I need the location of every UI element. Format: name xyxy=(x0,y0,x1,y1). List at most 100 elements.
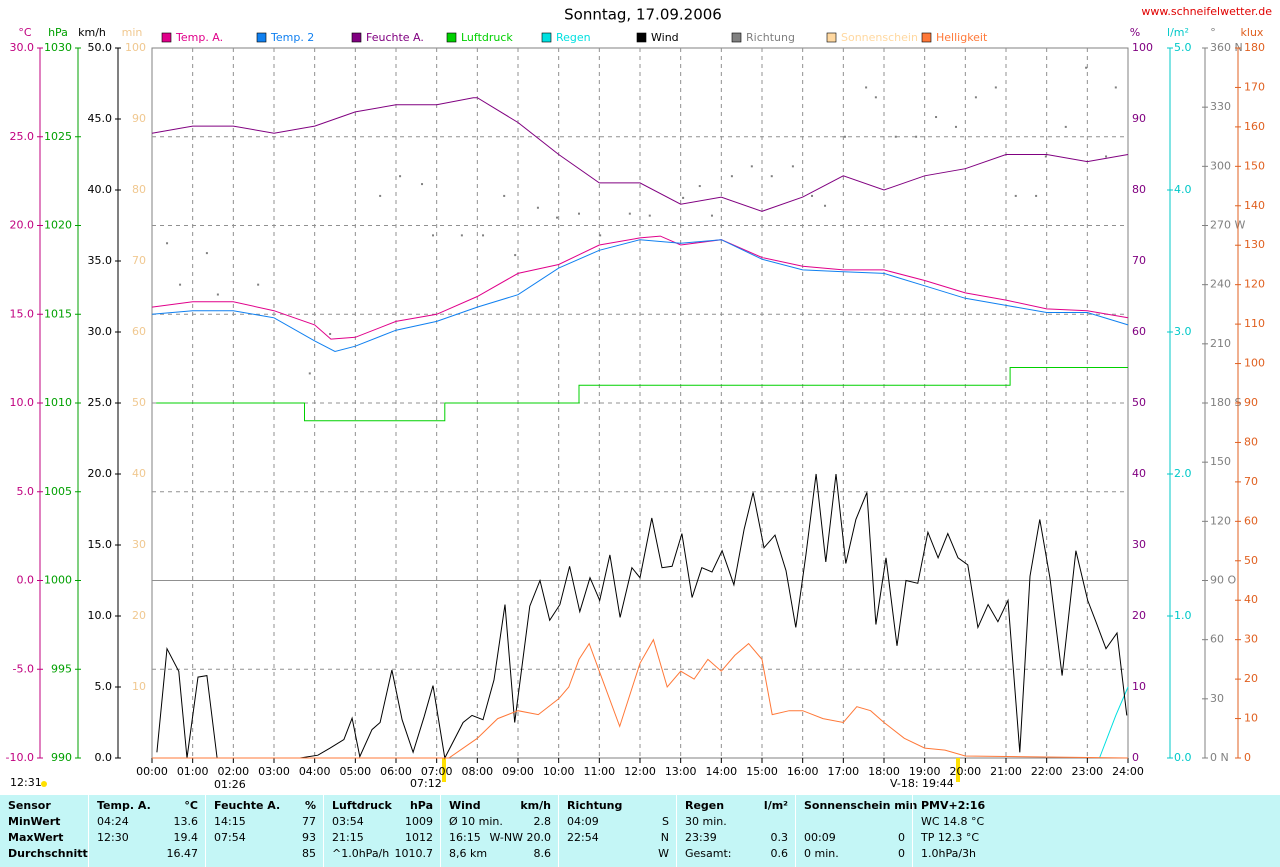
direction-dot xyxy=(682,196,685,199)
table-cell: MaxWert xyxy=(8,831,64,844)
direction-dot xyxy=(824,204,827,207)
direction-dot xyxy=(791,165,794,168)
direction-dot xyxy=(874,96,877,99)
x-tick-label: 06:00 xyxy=(380,765,412,778)
direction-dot xyxy=(1014,194,1017,197)
y-tick-label: 4.0 xyxy=(1174,183,1192,196)
direction-dot xyxy=(865,86,868,89)
table-cell: Luftdruck xyxy=(332,799,392,812)
direction-dot xyxy=(730,175,733,178)
table-cell: °C xyxy=(184,799,198,812)
direction-dot xyxy=(432,234,435,237)
table-cell: ^1.0hPa/h xyxy=(332,847,390,860)
y-tick-label: 0.0 xyxy=(1174,751,1192,764)
table-section: Temp. A. °C 04:24 13.6 12:30 19.4 16.47 xyxy=(88,795,206,867)
table-cell: 1009 xyxy=(405,815,433,828)
legend-swatch xyxy=(731,32,742,43)
direction-dot xyxy=(556,216,559,219)
table-cell: Ø 10 min. xyxy=(449,815,503,828)
source: www.schneifelwetter.de xyxy=(1141,5,1272,18)
legend-label: Wind xyxy=(651,31,679,44)
y-tick-label: 995 xyxy=(51,662,72,675)
y-tick-label: 100 xyxy=(1132,41,1153,54)
x-tick-label: 09:00 xyxy=(502,765,534,778)
direction-dot xyxy=(205,252,208,255)
series-line xyxy=(152,638,1129,759)
y-tick-label: 0 N xyxy=(1210,751,1229,764)
y-tick-label: 80 xyxy=(1244,435,1258,448)
x-tick-label: 20:00 xyxy=(949,765,981,778)
direction-dot xyxy=(770,175,773,178)
axis-unit: klux xyxy=(1241,26,1264,39)
direction-dot xyxy=(954,125,957,128)
y-tick-label: 60 xyxy=(1244,514,1258,527)
x-tick-label: 19:00 xyxy=(909,765,941,778)
y-tick-label: 35.0 xyxy=(88,254,113,267)
series-line xyxy=(156,367,1128,422)
y-tick-label: 40 xyxy=(132,467,146,480)
x-tick-label: 16:00 xyxy=(787,765,819,778)
table-cell: 8.6 xyxy=(533,847,552,860)
chart: Sonntag, 17.09.2006 www.schneifelwetter.… xyxy=(6,5,1273,791)
table-cell: 07:54 xyxy=(214,831,246,844)
table-cell: Sonnenschein min xyxy=(804,799,918,812)
y-tick-label: 90 xyxy=(132,112,146,125)
legend-swatch xyxy=(256,32,267,43)
y-tick-label: 30 xyxy=(1210,692,1224,705)
legend-label: Regen xyxy=(556,31,591,44)
direction-dot xyxy=(536,206,539,209)
y-tick-label: 50 xyxy=(1132,396,1146,409)
direction-dot xyxy=(166,242,169,245)
y-tick-label: 60 xyxy=(132,325,146,338)
x-tick-label: 00:00 xyxy=(136,765,168,778)
x-tick-label: 15:00 xyxy=(746,765,778,778)
y-tick-label: 10.0 xyxy=(88,609,113,622)
table-cell: 23:39 xyxy=(685,831,717,844)
table-cell: 03:54 xyxy=(332,815,364,828)
legend-label: Richtung xyxy=(746,31,795,44)
table-cell: Durchschnitt xyxy=(8,847,88,860)
axis-unit: l/m² xyxy=(1167,26,1189,39)
direction-dot xyxy=(1105,155,1108,158)
table-cell: 13.6 xyxy=(173,815,199,828)
direction-dot xyxy=(843,135,846,138)
legend-swatch xyxy=(446,32,457,43)
y-tick-label: 5.0 xyxy=(17,485,35,498)
y-tick-label: 240 xyxy=(1210,278,1231,291)
direction-dot xyxy=(514,254,517,257)
y-tick-label: 80 xyxy=(132,183,146,196)
y-tick-label: -5.0 xyxy=(13,662,34,675)
y-tick-label: 50 xyxy=(1244,554,1258,567)
y-tick-label: 2.0 xyxy=(1174,467,1192,480)
y-tick-label: 140 xyxy=(1244,199,1265,212)
sun-icon xyxy=(41,781,47,787)
annotation: 12:31 xyxy=(10,776,42,789)
x-tick-label: 23:00 xyxy=(1071,765,1103,778)
table-section: Luftdruck hPa 03:54 1009 21:15 1012 ^1.0hPa/h 1… xyxy=(323,795,441,867)
x-tick-label: 02:00 xyxy=(217,765,249,778)
table-cell: 21:15 xyxy=(332,831,364,844)
summary-table: Sensor MinWert MaxWert Durchschnitt Temp. A.… xyxy=(0,795,1280,867)
y-tick-label: 20 xyxy=(132,609,146,622)
y-tick-label: 15.0 xyxy=(88,538,113,551)
y-tick-label: 10 xyxy=(1244,712,1258,725)
table-cell: TP 12.3 °C xyxy=(921,831,980,844)
y-tick-label: 20 xyxy=(1244,672,1258,685)
direction-dot xyxy=(628,212,631,215)
direction-dot xyxy=(1114,86,1117,89)
direction-dot xyxy=(460,234,463,237)
table-cell: 0 min. xyxy=(804,847,839,860)
x-tick-label: 13:00 xyxy=(665,765,697,778)
y-tick-label: 5.0 xyxy=(95,680,113,693)
table-cell: Feuchte A. xyxy=(214,799,281,812)
y-tick-label: 100 xyxy=(125,41,146,54)
legend-swatch xyxy=(921,32,932,43)
y-tick-label: 10 xyxy=(132,680,146,693)
y-tick-label: 20 xyxy=(1132,609,1146,622)
y-tick-label: 45.0 xyxy=(88,112,113,125)
legend-label: Feuchte A. xyxy=(366,31,424,44)
table-cell: 2.8 xyxy=(533,815,552,828)
table-cell: 16:15 xyxy=(449,831,481,844)
y-tick-label: 110 xyxy=(1244,317,1265,330)
